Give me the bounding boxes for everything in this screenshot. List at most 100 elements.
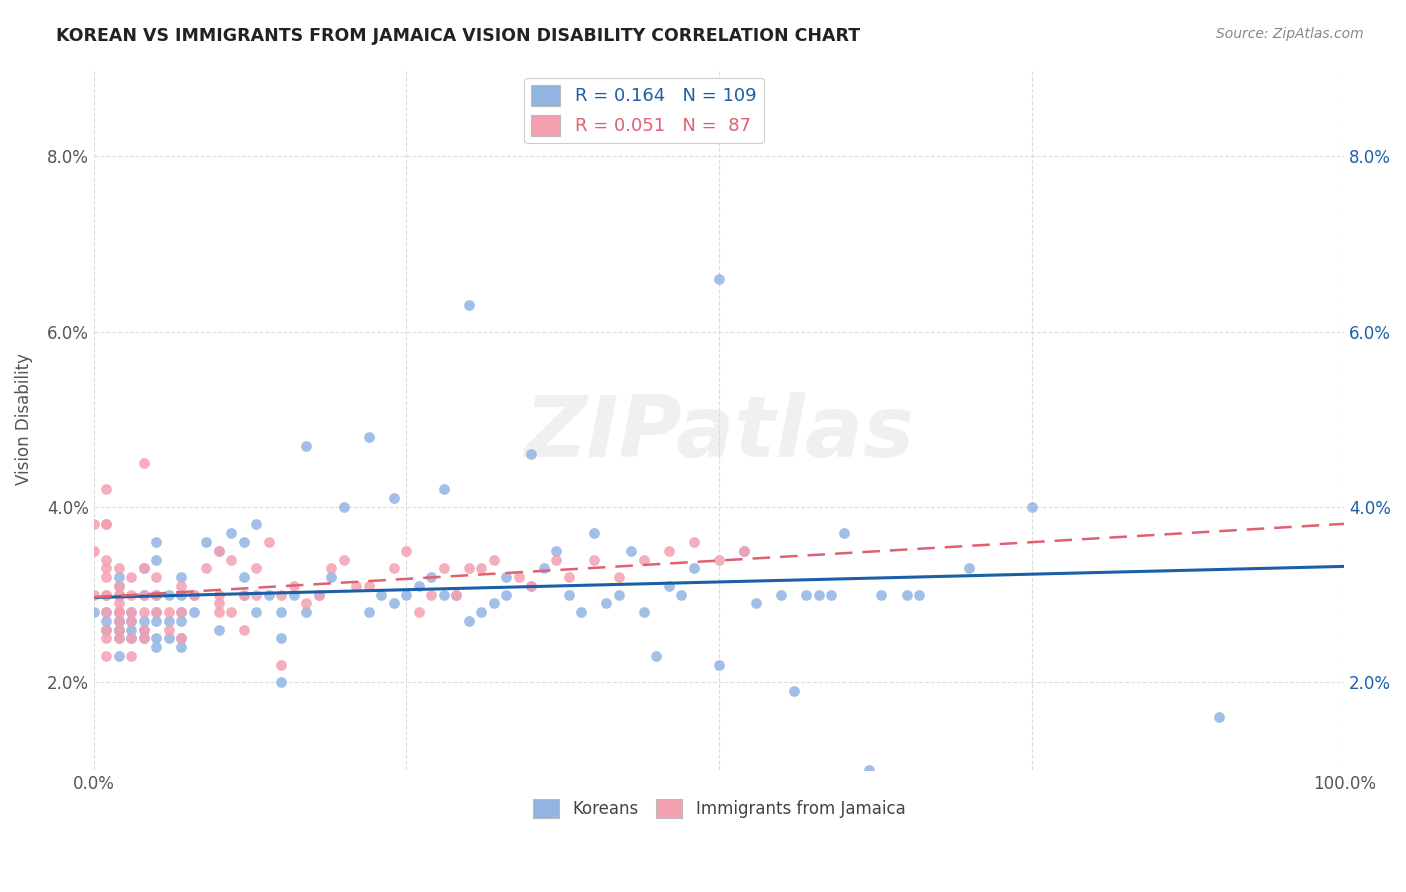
Point bbox=[582, 526, 605, 541]
Point bbox=[145, 535, 167, 549]
Point bbox=[145, 588, 167, 602]
Point bbox=[420, 588, 443, 602]
Point bbox=[433, 588, 456, 602]
Point bbox=[783, 684, 806, 698]
Point bbox=[170, 605, 193, 619]
Point bbox=[170, 640, 193, 655]
Point bbox=[382, 491, 405, 505]
Point bbox=[408, 605, 430, 619]
Point bbox=[607, 588, 630, 602]
Legend: Koreans, Immigrants from Jamaica: Koreans, Immigrants from Jamaica bbox=[526, 792, 912, 825]
Point bbox=[83, 517, 105, 532]
Point bbox=[770, 588, 793, 602]
Point bbox=[558, 570, 581, 584]
Point bbox=[107, 605, 129, 619]
Point bbox=[457, 561, 479, 575]
Point bbox=[520, 447, 543, 461]
Point bbox=[707, 272, 730, 286]
Point bbox=[96, 561, 118, 575]
Point bbox=[195, 561, 218, 575]
Point bbox=[245, 588, 267, 602]
Point bbox=[145, 552, 167, 566]
Point bbox=[120, 614, 142, 628]
Point bbox=[508, 570, 530, 584]
Point bbox=[470, 605, 492, 619]
Point bbox=[295, 596, 318, 610]
Point bbox=[120, 648, 142, 663]
Point bbox=[83, 543, 105, 558]
Point bbox=[257, 535, 280, 549]
Point bbox=[382, 561, 405, 575]
Point bbox=[232, 588, 254, 602]
Point bbox=[96, 570, 118, 584]
Point bbox=[658, 579, 681, 593]
Point bbox=[245, 517, 267, 532]
Point bbox=[107, 623, 129, 637]
Point bbox=[170, 614, 193, 628]
Point bbox=[120, 614, 142, 628]
Point bbox=[96, 605, 118, 619]
Point bbox=[170, 632, 193, 646]
Point bbox=[546, 552, 568, 566]
Point bbox=[132, 456, 155, 470]
Point bbox=[270, 605, 292, 619]
Point bbox=[221, 526, 243, 541]
Point bbox=[295, 439, 318, 453]
Point bbox=[433, 561, 456, 575]
Point bbox=[83, 605, 105, 619]
Point bbox=[633, 552, 655, 566]
Point bbox=[107, 588, 129, 602]
Point bbox=[96, 648, 118, 663]
Point bbox=[533, 561, 555, 575]
Point bbox=[482, 596, 505, 610]
Point bbox=[132, 623, 155, 637]
Y-axis label: Vision Disability: Vision Disability bbox=[15, 353, 32, 485]
Point bbox=[807, 588, 830, 602]
Point bbox=[170, 579, 193, 593]
Point bbox=[270, 675, 292, 690]
Point bbox=[208, 588, 231, 602]
Point bbox=[658, 543, 681, 558]
Point bbox=[733, 543, 755, 558]
Point bbox=[96, 614, 118, 628]
Point bbox=[120, 632, 142, 646]
Point bbox=[295, 605, 318, 619]
Point bbox=[96, 605, 118, 619]
Point bbox=[195, 535, 218, 549]
Point bbox=[132, 561, 155, 575]
Point bbox=[482, 552, 505, 566]
Point bbox=[245, 605, 267, 619]
Point bbox=[457, 614, 479, 628]
Point bbox=[107, 570, 129, 584]
Point bbox=[683, 535, 706, 549]
Point bbox=[120, 623, 142, 637]
Point bbox=[96, 632, 118, 646]
Point bbox=[245, 561, 267, 575]
Point bbox=[344, 579, 367, 593]
Point bbox=[157, 632, 180, 646]
Point bbox=[745, 596, 768, 610]
Point bbox=[620, 543, 643, 558]
Point bbox=[157, 588, 180, 602]
Point bbox=[957, 561, 980, 575]
Point bbox=[107, 614, 129, 628]
Point bbox=[96, 623, 118, 637]
Point bbox=[157, 605, 180, 619]
Point bbox=[582, 552, 605, 566]
Point bbox=[107, 579, 129, 593]
Point bbox=[208, 543, 231, 558]
Point bbox=[107, 648, 129, 663]
Point bbox=[858, 763, 880, 777]
Point bbox=[645, 648, 668, 663]
Point bbox=[183, 588, 205, 602]
Point bbox=[107, 623, 129, 637]
Point bbox=[357, 430, 380, 444]
Point bbox=[96, 517, 118, 532]
Point bbox=[132, 605, 155, 619]
Point bbox=[120, 588, 142, 602]
Point bbox=[607, 570, 630, 584]
Point bbox=[395, 543, 418, 558]
Point bbox=[208, 623, 231, 637]
Point bbox=[208, 543, 231, 558]
Point bbox=[96, 623, 118, 637]
